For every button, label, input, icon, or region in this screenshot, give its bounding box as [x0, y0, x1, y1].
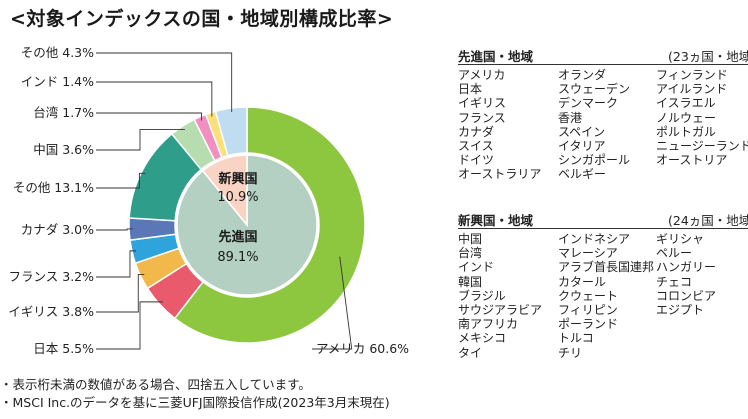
emerging-country: ブラジル [458, 288, 506, 303]
developed-country: ポルトガル [656, 124, 717, 139]
developed-country: オーストリア [656, 153, 728, 168]
developed-header: 先進国・地域 (23ヵ国・地域) [458, 44, 748, 65]
developed-heading: 先進国・地域 [458, 49, 534, 64]
developed-country: ドイツ [458, 153, 495, 168]
leader-line [312, 256, 353, 350]
inner-label-name: 新興国 [218, 171, 257, 187]
developed-country: 日本 [458, 82, 483, 97]
emerging-country: ハンガリー [656, 260, 717, 275]
slice-label: アメリカ 60.6% [316, 341, 409, 356]
emerging-country: ポーランド [558, 317, 619, 332]
developed-panel: 先進国・地域 (23ヵ国・地域) アメリカ 日本 イギリス フランス カナダ スイス ドイツ… [458, 44, 748, 182]
emerging-count: (24ヵ国・地域) [668, 213, 748, 228]
developed-country: ニュージーランド [656, 138, 748, 153]
outer-slice [173, 106, 366, 344]
footnote-rounding: ・表示桁未満の数値がある場合、四捨五入しています。 [0, 377, 311, 392]
developed-country: ノルウェー [656, 110, 717, 125]
emerging-country: メキシコ [458, 331, 507, 346]
footnote-source: ・MSCI Inc.のデータを基に三菱UFJ国際投信作成(2023年3月末現在) [0, 395, 390, 410]
developed-column-3: フィンランド アイルランド イスラエル ノルウェー ポルトガル ニュージーランド オーストリ… [656, 68, 748, 167]
inner-slice [201, 154, 248, 228]
leader-line [96, 81, 213, 117]
leader-line [96, 128, 185, 151]
emerging-country-list: 中国 台湾 インド 韓国 ブラジル サウジアラビア 南アフリカ メキシコ タイ インドネシア マレー… [458, 232, 748, 360]
developed-country-list: アメリカ 日本 イギリス フランス カナダ スイス ドイツ オーストラリア オランダ スウェーデン… [458, 68, 748, 182]
developed-country: スウェーデン [558, 82, 631, 97]
emerging-country: 韓国 [458, 274, 483, 289]
emerging-country: カタール [558, 274, 607, 289]
slice-label: フランス 3.2% [9, 269, 95, 284]
emerging-country: エジプト [656, 302, 705, 317]
slice-label: 台湾 1.7% [33, 105, 94, 120]
emerging-country: チェコ [656, 274, 693, 289]
inner-label-value: 10.9% [217, 190, 258, 205]
emerging-column-1: 中国 台湾 インド 韓国 ブラジル サウジアラビア 南アフリカ メキシコ タイ [458, 232, 542, 360]
emerging-country: 南アフリカ [458, 317, 519, 332]
developed-column-2: オランダ スウェーデン デンマーク 香港 スペイン イタリア シンガポール ベルギー [558, 68, 630, 182]
developed-country: フランス [458, 110, 506, 125]
leader-line [96, 172, 146, 189]
emerging-header: 新興国・地域 (24ヵ国・地域) [458, 208, 748, 229]
emerging-country: マレーシア [558, 246, 618, 261]
emerging-country: チリ [558, 345, 583, 360]
developed-country: イギリス [458, 96, 507, 111]
slice-label: カナダ 3.0% [21, 222, 94, 237]
developed-country: フィンランド [656, 68, 728, 82]
emerging-country: ペルー [656, 246, 693, 261]
developed-country: スペイン [558, 124, 606, 139]
pie-chart: 先進国 89.1% 新興国 10.9% アメリカ 60.6% 日本 5.5% イギリス 3.… [8, 45, 409, 356]
leader-line [96, 52, 233, 113]
developed-country: ベルギー [558, 167, 607, 182]
emerging-country: インドネシア [558, 232, 631, 246]
inner-label-value: 89.1% [217, 250, 258, 265]
developed-count: (23ヵ国・地域) [668, 49, 748, 64]
leader-line [96, 273, 145, 313]
emerging-country: タイ [458, 345, 483, 360]
chart-title: <対象インデックスの国・地域別構成比率> [10, 8, 394, 30]
developed-country: デンマーク [558, 96, 619, 111]
developed-country: オーストラリア [458, 167, 542, 182]
emerging-country: フィリピン [558, 302, 618, 317]
emerging-country: 台湾 [458, 246, 483, 261]
developed-country: アメリカ [458, 68, 506, 82]
developed-country: シンガポール [558, 153, 631, 168]
outer-slice [214, 106, 248, 157]
emerging-country: コロンビア [656, 288, 717, 303]
slice-label: イギリス 3.8% [8, 304, 94, 319]
emerging-heading: 新興国・地域 [458, 213, 534, 228]
developed-country: イスラエル [656, 96, 716, 111]
emerging-country: トルコ [558, 331, 594, 346]
leader-line [96, 250, 136, 278]
leader-line [96, 301, 163, 350]
developed-column-1: アメリカ 日本 イギリス フランス カナダ スイス ドイツ オーストラリア [458, 68, 541, 182]
emerging-country: ギリシャ [656, 232, 705, 246]
developed-country: 香港 [558, 110, 583, 125]
developed-country: スイス [458, 138, 494, 153]
emerging-country: クウェート [558, 288, 619, 303]
slice-label: その他 13.1% [13, 180, 94, 195]
emerging-country: インド [458, 260, 495, 275]
developed-country: イタリア [558, 138, 606, 153]
emerging-column-2: インドネシア マレーシア アラブ首長国連邦 カタール クウェート フィリピン ポーランド トル… [558, 232, 654, 360]
emerging-country: アラブ首長国連邦 [558, 260, 655, 275]
emerging-column-3: ギリシャ ペルー ハンガリー チェコ コロンビア エジプト [656, 232, 716, 317]
slice-label: インド 1.4% [21, 74, 94, 89]
slice-label: その他 4.3% [21, 45, 94, 60]
emerging-country: サウジアラビア [458, 302, 543, 317]
leader-line [96, 112, 202, 121]
leader-line [96, 228, 134, 231]
developed-country: カナダ [458, 124, 495, 139]
emerging-panel: 新興国・地域 (24ヵ国・地域) 中国 台湾 インド 韓国 ブラジル サウジアラビア 南アフ… [458, 208, 748, 360]
slice-label: 中国 3.6% [33, 142, 94, 157]
developed-country: アイルランド [656, 82, 728, 97]
developed-country: オランダ [558, 68, 607, 82]
slice-label: 日本 5.5% [33, 341, 94, 356]
emerging-country: 中国 [458, 232, 483, 246]
inner-label-name: 先進国 [218, 229, 257, 245]
